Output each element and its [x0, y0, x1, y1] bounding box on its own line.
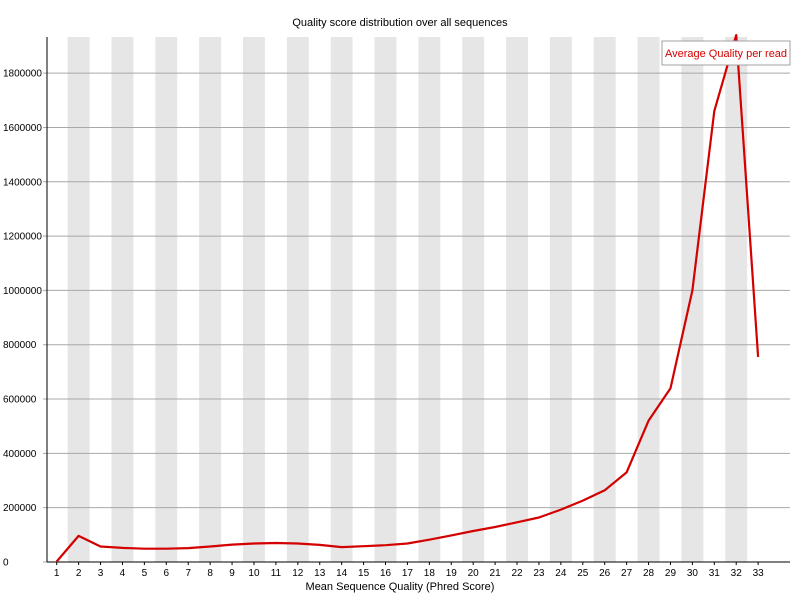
x-tick-label: 27 — [621, 568, 633, 579]
x-tick-label: 16 — [380, 568, 392, 579]
background-band — [725, 37, 748, 562]
x-tick-label: 28 — [643, 568, 655, 579]
x-tick-label: 2 — [76, 568, 82, 579]
x-tick-label: 33 — [753, 568, 765, 579]
quality-line — [55, 33, 760, 563]
background-band — [462, 37, 485, 562]
background-band — [111, 37, 134, 562]
background-band — [593, 37, 616, 562]
y-tick-label: 1600000 — [3, 123, 42, 134]
x-tick-label: 9 — [229, 568, 235, 579]
x-tick-label: 23 — [533, 568, 545, 579]
background-band — [155, 37, 178, 562]
chart-title: Quality score distribution over all sequ… — [292, 17, 508, 29]
legend-label: Average Quality per read — [665, 48, 787, 60]
x-tick-label: 3 — [98, 568, 104, 579]
x-tick-label: 5 — [142, 568, 148, 579]
x-tick-label: 4 — [120, 568, 126, 579]
x-axis-title: Mean Sequence Quality (Phred Score) — [305, 581, 495, 593]
x-tick-label: 29 — [665, 568, 677, 579]
y-tick-label: 400000 — [3, 449, 37, 460]
x-tick-label: 18 — [424, 568, 436, 579]
y-tick-label: 1400000 — [3, 177, 42, 188]
x-tick-label: 7 — [185, 568, 191, 579]
x-tick-label: 6 — [164, 568, 170, 579]
y-tick-label: 1800000 — [3, 69, 42, 80]
x-tick-label: 24 — [555, 568, 567, 579]
x-tick-label: 25 — [577, 568, 589, 579]
x-tick-label: 8 — [207, 568, 213, 579]
x-tick-label: 26 — [599, 568, 611, 579]
x-tick-label: 15 — [358, 568, 370, 579]
background-band — [374, 37, 397, 562]
x-tick-label: 14 — [336, 568, 348, 579]
y-tick-label: 1000000 — [3, 286, 42, 297]
background-band — [549, 37, 572, 562]
background-band — [243, 37, 265, 562]
y-tick-label: 0 — [3, 558, 9, 569]
background-band — [506, 37, 528, 562]
x-tick-label: 12 — [292, 568, 304, 579]
legend-box — [661, 40, 791, 66]
x-tick-label: 19 — [446, 568, 458, 579]
x-tick-label: 10 — [248, 568, 260, 579]
x-tick-label: 17 — [402, 568, 414, 579]
x-tick-label: 20 — [468, 568, 480, 579]
x-tick-label: 13 — [314, 568, 326, 579]
x-tick-label: 30 — [687, 568, 699, 579]
background-band — [286, 37, 309, 562]
x-tick-label: 11 — [271, 568, 282, 579]
background-band — [199, 37, 222, 562]
x-tick-label: 21 — [490, 568, 502, 579]
background-band — [418, 37, 441, 562]
y-tick-label: 600000 — [3, 395, 37, 406]
x-tick-label: 1 — [54, 568, 60, 579]
background-band — [330, 37, 353, 562]
background-band — [67, 37, 90, 562]
x-tick-label: 32 — [731, 568, 743, 579]
y-tick-label: 200000 — [3, 503, 37, 514]
x-tick-label: 31 — [709, 568, 721, 579]
background-band — [681, 37, 704, 562]
background-band — [637, 37, 660, 562]
y-tick-label: 1200000 — [3, 232, 42, 243]
y-tick-label: 800000 — [3, 340, 37, 351]
x-tick-label: 22 — [511, 568, 523, 579]
